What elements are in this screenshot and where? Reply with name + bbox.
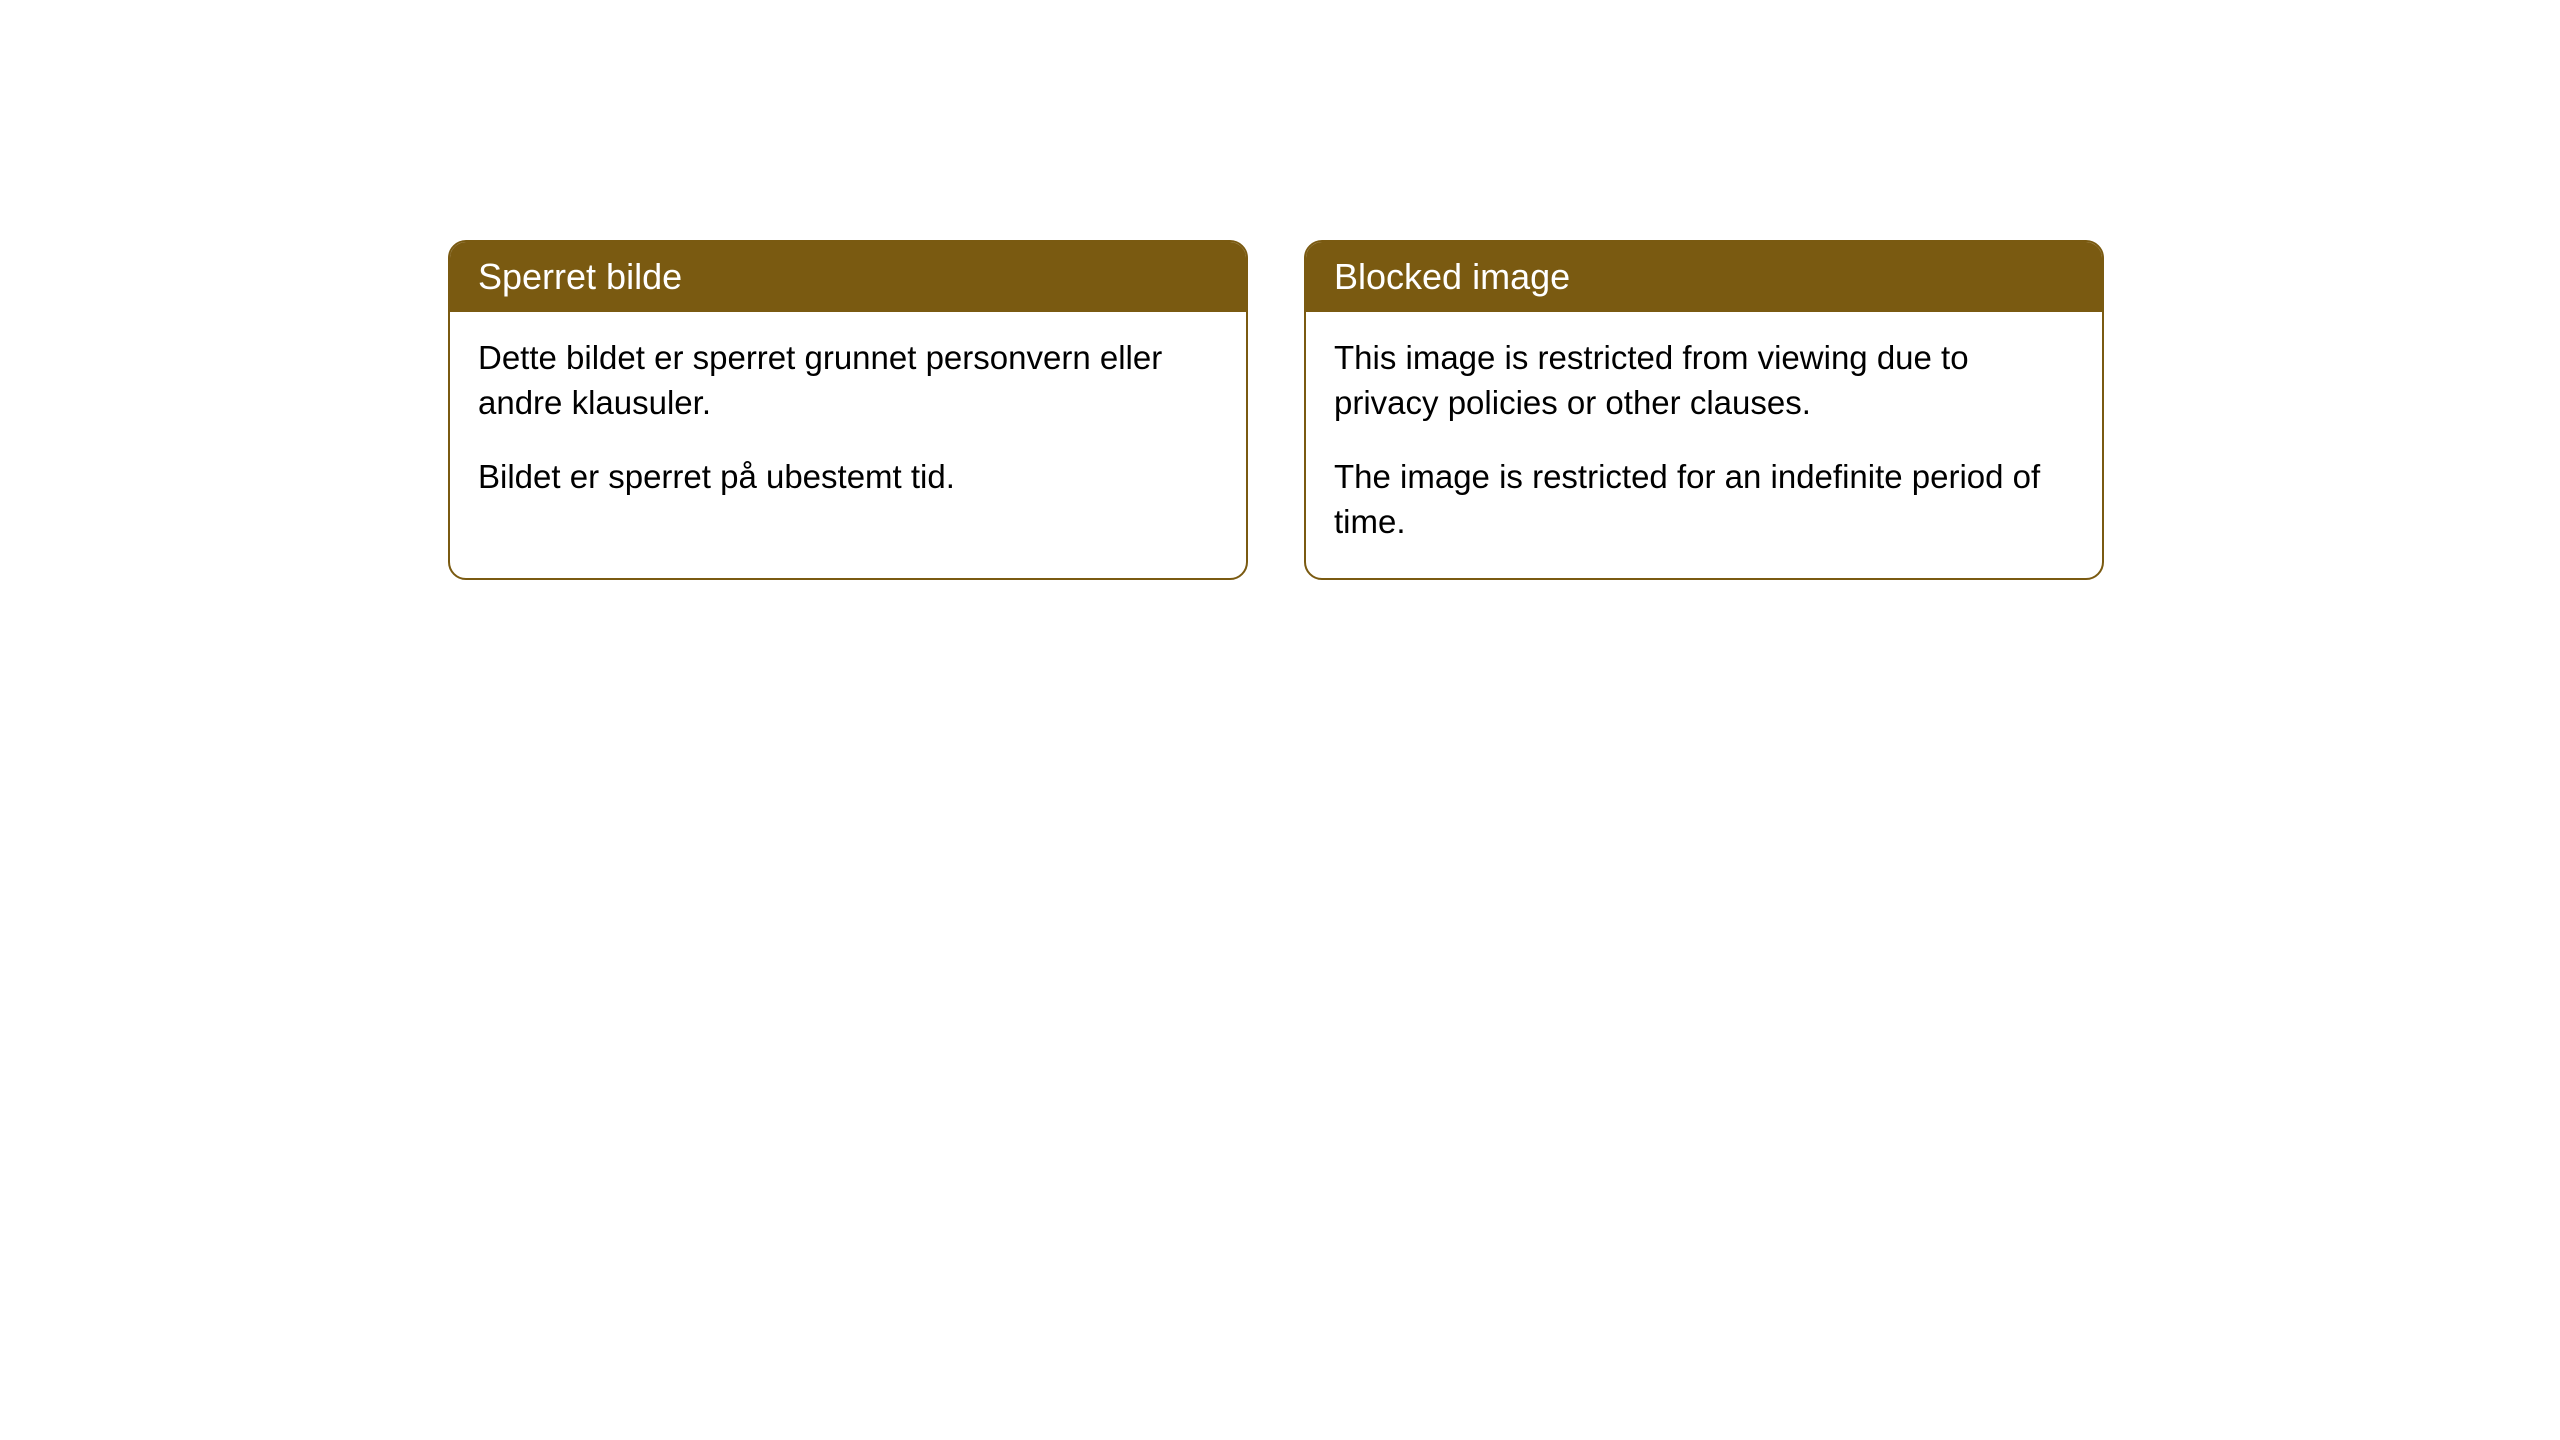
blocked-image-card-english: Blocked image This image is restricted f… — [1304, 240, 2104, 580]
card-header: Blocked image — [1306, 242, 2102, 312]
notice-cards-container: Sperret bilde Dette bildet er sperret gr… — [448, 240, 2104, 580]
card-paragraph: Dette bildet er sperret grunnet personve… — [478, 336, 1218, 425]
blocked-image-card-norwegian: Sperret bilde Dette bildet er sperret gr… — [448, 240, 1248, 580]
card-paragraph: The image is restricted for an indefinit… — [1334, 455, 2074, 544]
card-body: Dette bildet er sperret grunnet personve… — [450, 312, 1246, 534]
card-title: Blocked image — [1334, 256, 1570, 297]
card-header: Sperret bilde — [450, 242, 1246, 312]
card-body: This image is restricted from viewing du… — [1306, 312, 2102, 578]
card-paragraph: Bildet er sperret på ubestemt tid. — [478, 455, 1218, 500]
card-paragraph: This image is restricted from viewing du… — [1334, 336, 2074, 425]
card-title: Sperret bilde — [478, 256, 682, 297]
